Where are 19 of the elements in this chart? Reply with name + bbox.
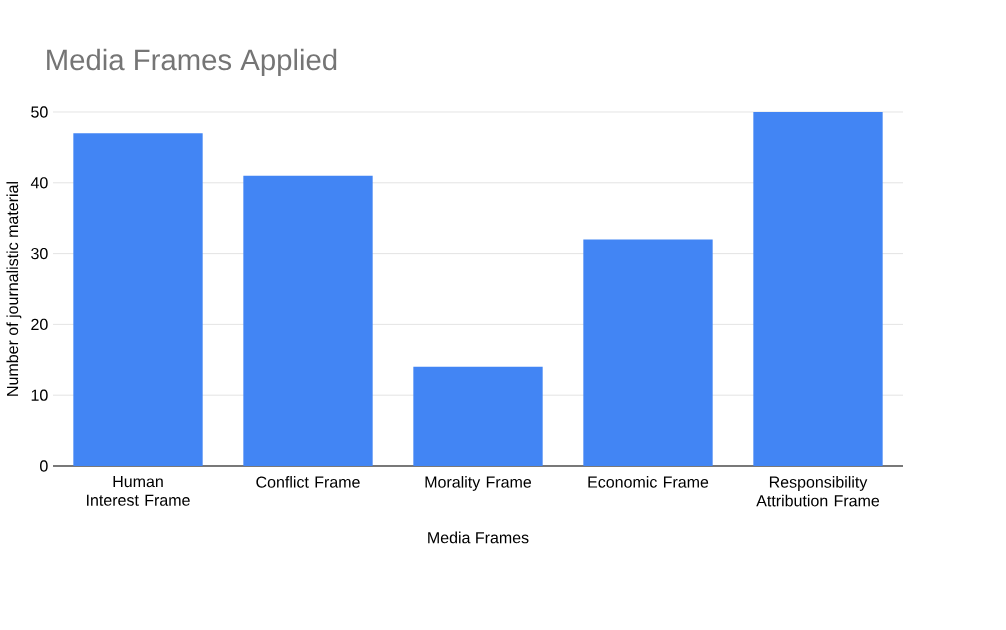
- bar: [243, 175, 373, 466]
- bar: [73, 133, 203, 466]
- y-axis-title: Number of journalistic material: [6, 182, 22, 396]
- x-tick-label: Responsibility Attribution Frame: [756, 476, 880, 507]
- y-tick-label: 20: [31, 318, 48, 331]
- bar: [583, 239, 713, 466]
- y-tick-label: 10: [31, 389, 48, 401]
- bar: [753, 111, 883, 466]
- y-tick-label: 50: [31, 106, 48, 118]
- y-tick-label: 0: [40, 460, 48, 472]
- chart-title: Media Frames Applied: [47, 48, 337, 77]
- x-tick-label: Economic Frame: [588, 476, 709, 488]
- y-tick-label: 40: [30, 177, 48, 189]
- x-axis-title: Media Frames: [428, 531, 529, 544]
- y-tick-label: 30: [31, 247, 48, 260]
- bar: [413, 366, 543, 466]
- x-tick-label: Morality Frame: [425, 476, 532, 491]
- x-tick-label: Human Interest Frame: [87, 476, 190, 506]
- x-tick-label: Conflict Frame: [256, 476, 360, 488]
